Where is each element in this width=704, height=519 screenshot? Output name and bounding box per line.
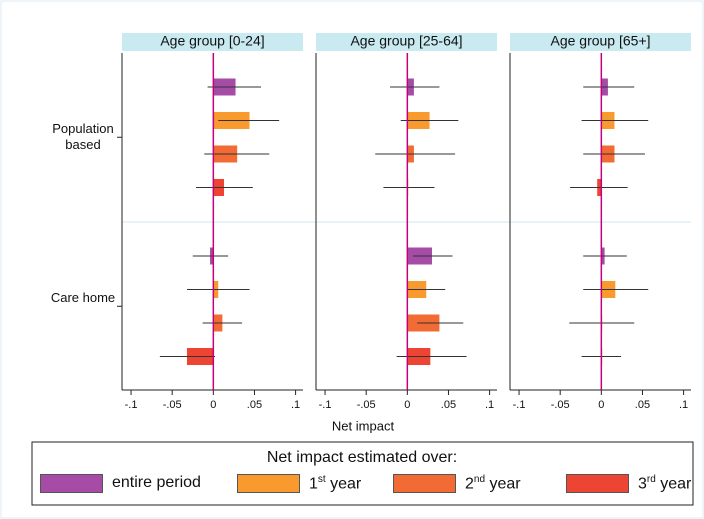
x-tick-label: -.1 (513, 399, 526, 411)
x-tick-label: 0 (210, 399, 216, 411)
x-tick-label: .05 (441, 399, 456, 411)
x-tick-label: .1 (485, 399, 494, 411)
panel-header (316, 33, 497, 51)
panel-header (122, 33, 303, 51)
legend-label: 2nd year (465, 474, 521, 493)
x-tick-label: -.1 (319, 399, 332, 411)
panel-title: Age group [0-24] (160, 33, 264, 49)
x-tick-label: .1 (679, 399, 688, 411)
legend-title: Net impact estimated over: (267, 449, 457, 466)
panel-title: Age group [25-64] (350, 33, 462, 49)
x-tick-label: .05 (635, 399, 650, 411)
legend-label: 1st year (309, 474, 362, 493)
x-tick-label: 0 (598, 399, 604, 411)
legend-swatch (237, 474, 300, 493)
legend-box (31, 441, 694, 506)
x-tick-label: 0 (404, 399, 410, 411)
x-tick-label: -.05 (163, 399, 182, 411)
x-tick-label: .1 (291, 399, 300, 411)
x-tick-label: -.05 (357, 399, 376, 411)
legend-swatch (393, 474, 456, 493)
x-tick-label: -.1 (125, 399, 138, 411)
x-tick-label: .05 (247, 399, 262, 411)
x-tick-label: -.05 (551, 399, 570, 411)
legend-swatch (566, 474, 629, 493)
panel-title: Age group [65+] (550, 33, 650, 49)
category-label: Population based (52, 121, 114, 153)
category-label: Care home (50, 290, 116, 306)
legend-swatch (40, 474, 103, 493)
legend-label: 3rd year (638, 474, 692, 493)
x-axis-title: Net impact (332, 418, 395, 433)
panel-header (510, 33, 691, 51)
legend-label: entire period (112, 474, 201, 491)
